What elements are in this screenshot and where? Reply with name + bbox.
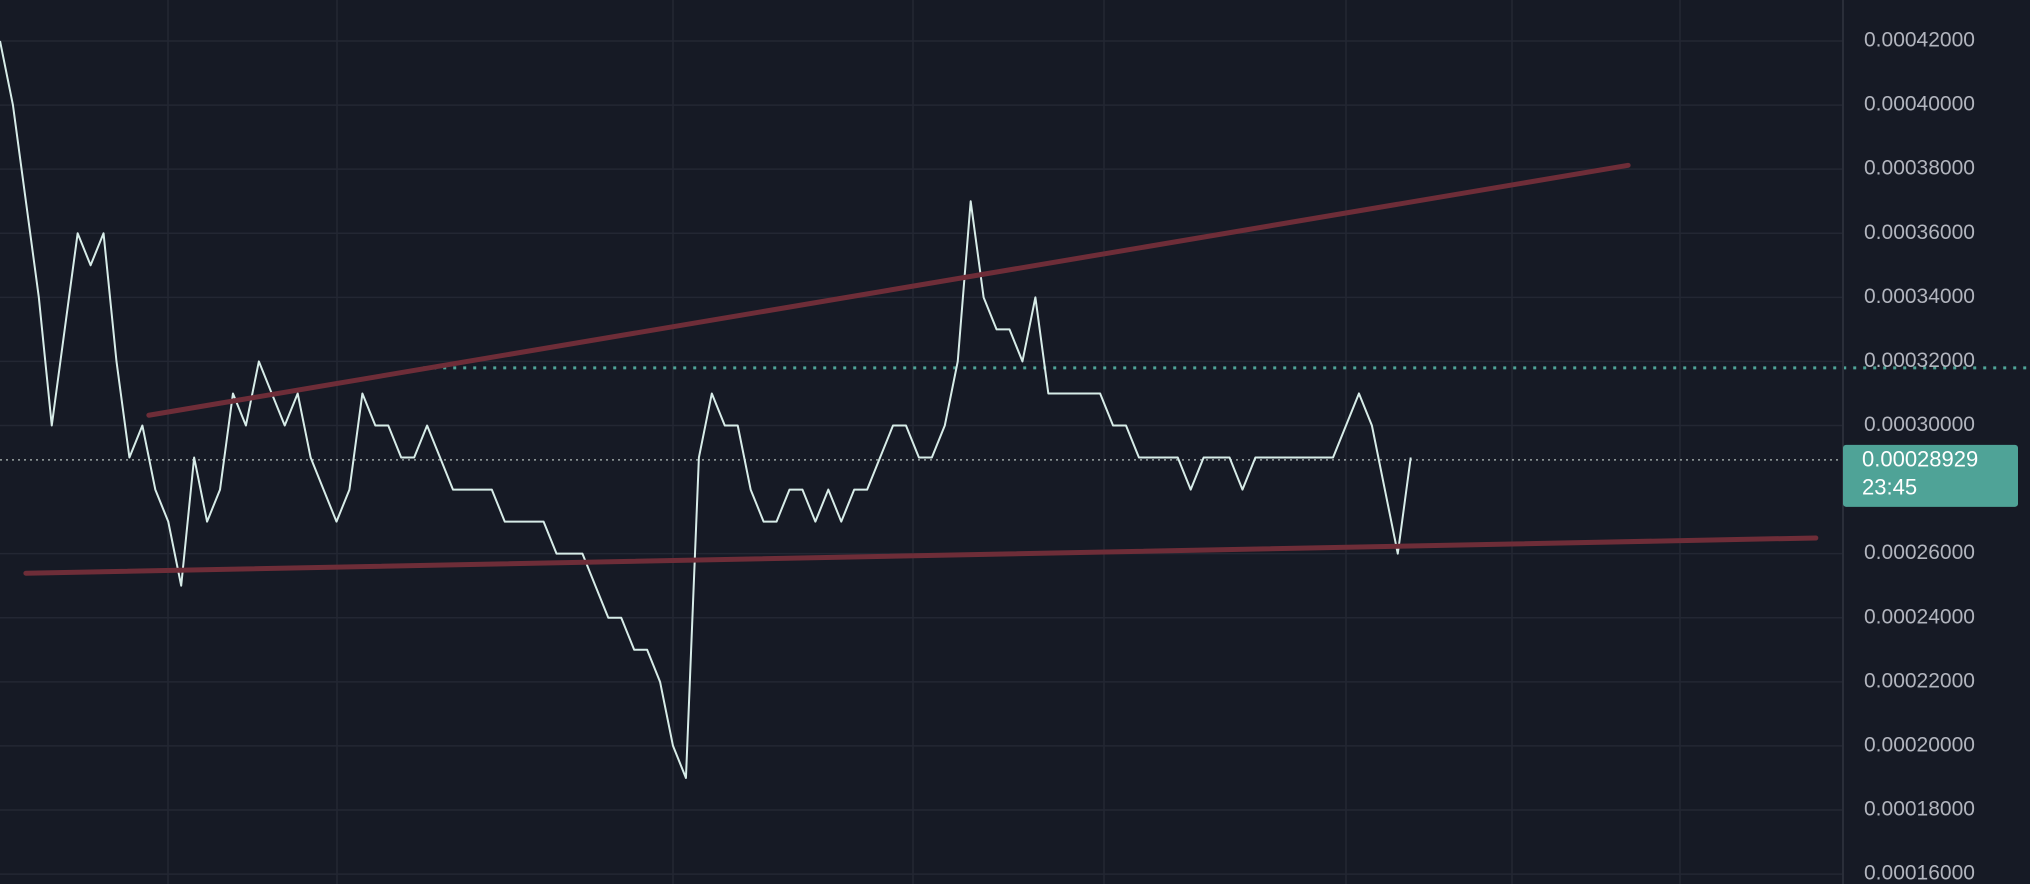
vertical-grid [0, 0, 1843, 884]
countdown-label: 23:45 [1862, 475, 1917, 500]
y-tick-label: 0.00032000 [1864, 349, 1975, 372]
last-price-label: 0.00028929 [1862, 447, 1978, 472]
y-tick-label: 0.00030000 [1864, 413, 1975, 436]
y-tick-label: 0.00038000 [1864, 157, 1975, 180]
last-price-box [1843, 444, 2018, 507]
y-tick-label: 0.00040000 [1864, 93, 1975, 116]
trendline [146, 162, 1631, 418]
y-tick-label: 0.00024000 [1864, 605, 1975, 628]
y-tick-label: 0.00016000 [1864, 862, 1975, 884]
y-tick-label: 0.00042000 [1864, 29, 1975, 52]
plot [0, 40, 2030, 779]
y-tick-label: 0.00036000 [1864, 221, 1975, 244]
y-tick-label: 0.00026000 [1864, 541, 1975, 564]
trendline [23, 535, 1819, 576]
y-tick-label: 0.00034000 [1864, 285, 1975, 308]
y-tick-label: 0.00020000 [1864, 733, 1975, 756]
y-tick-label: 0.00022000 [1864, 669, 1975, 692]
y-tick-label: 0.00018000 [1864, 798, 1975, 821]
